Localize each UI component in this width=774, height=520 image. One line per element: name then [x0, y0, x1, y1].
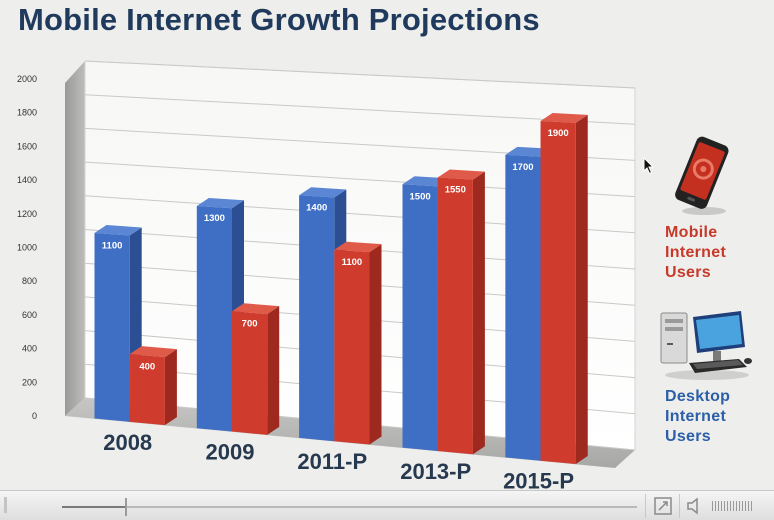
bar-mobile-face [540, 121, 576, 465]
legend-desktop-line: Desktop [665, 388, 731, 405]
bar-data-label: 1400 [306, 202, 327, 213]
bar-mobile-side [575, 114, 588, 465]
y-tick-label: 2000 [17, 74, 37, 84]
bar-desktop-top [94, 225, 142, 236]
bar-mobile-face [437, 177, 473, 455]
bar-mobile-top [232, 303, 280, 315]
y-tick-label: 1400 [17, 175, 37, 185]
seek-progress [62, 506, 126, 508]
y-tick-label: 600 [22, 310, 37, 320]
legend-mobile-line: Users [665, 264, 711, 281]
bar-data-label: 1900 [548, 128, 569, 139]
x-category-label: 2008 [103, 430, 152, 455]
x-category-label: 2011-P [297, 449, 367, 474]
bar-data-label: 1500 [410, 191, 431, 202]
chart-title: Mobile Internet Growth Projections [18, 2, 540, 37]
video-player-controls [0, 490, 774, 520]
y-tick-label: 800 [22, 276, 37, 286]
bar-mobile-face [334, 249, 370, 445]
y-tick-label: 400 [22, 344, 37, 354]
x-category-label: 2015-P [503, 469, 574, 490]
bar-data-label: 1100 [342, 257, 363, 268]
bar-mobile-face [232, 311, 268, 435]
legend-desktop-line: Internet [665, 408, 727, 425]
legend-mobile-label: Mobile Internet Users [665, 223, 726, 283]
y-tick-label: 1600 [17, 141, 37, 151]
bar-mobile: 700 [232, 303, 280, 435]
volume-icon[interactable] [684, 495, 706, 517]
bar-data-label: 1300 [204, 213, 225, 224]
seek-bar[interactable] [62, 498, 637, 516]
bar-desktop-face [94, 233, 130, 422]
fullscreen-icon[interactable] [652, 495, 674, 517]
bar-mobile-side [369, 244, 382, 445]
bar-mobile-top [129, 346, 177, 358]
y-tick-label: 0 [32, 411, 37, 421]
bar-data-label: 1700 [512, 162, 533, 173]
y-tick-label: 200 [22, 377, 37, 387]
player-divider [679, 494, 680, 518]
bar-mobile: 1550 [437, 169, 485, 455]
bar-mobile-top [437, 169, 485, 180]
bar-desktop-top [299, 187, 347, 198]
bar-data-label: 1550 [445, 185, 466, 196]
bar-mobile-top [334, 241, 382, 253]
bar-desktop-face [505, 154, 541, 461]
smartphone-icon [675, 136, 729, 215]
legend-desktop-label: Desktop Internet Users [665, 387, 730, 447]
seek-handle[interactable] [125, 498, 128, 516]
x-category-label: 2013-P [400, 459, 471, 484]
bar-mobile-side [267, 306, 280, 435]
bar-data-label: 1100 [102, 240, 123, 251]
bar-mobile: 1900 [540, 113, 588, 465]
chart-side-wall [65, 61, 85, 416]
slide: Mobile Internet Growth Projections 0 200 4… [17, 2, 752, 490]
bar-mobile: 1100 [334, 241, 382, 445]
player-divider [645, 494, 646, 518]
bar-desktop-face [299, 195, 335, 442]
desktop-computer-icon [660, 311, 752, 380]
y-tick-label: 1000 [17, 243, 37, 253]
legend-desktop-line: Users [665, 428, 711, 445]
mouse-cursor-icon [643, 157, 655, 175]
bar-mobile: 400 [129, 346, 177, 426]
bar-mobile-side [472, 171, 485, 455]
x-category-label: 2009 [206, 440, 255, 465]
bar-chart: 0 200 400 600 800 1000 1200 1400 1600 1800 2000 11… [17, 60, 636, 490]
legend-mobile-line: Mobile [665, 224, 718, 241]
grid-line [84, 60, 636, 89]
bar-mobile-face [129, 354, 165, 426]
player-edge-handle [4, 497, 7, 513]
bar-mobile-top [540, 113, 588, 123]
bar-desktop-face [402, 184, 438, 451]
bar-desktop-top [196, 197, 244, 209]
y-tick-label: 1800 [17, 108, 37, 118]
bar-desktop-face [196, 205, 232, 432]
legend-mobile-line: Internet [665, 244, 727, 261]
bar-mobile-side [164, 349, 177, 426]
y-tick-label: 1200 [17, 209, 37, 219]
bar-data-label: 400 [139, 362, 155, 373]
volume-slider[interactable] [712, 501, 752, 511]
bar-data-label: 700 [242, 319, 258, 330]
